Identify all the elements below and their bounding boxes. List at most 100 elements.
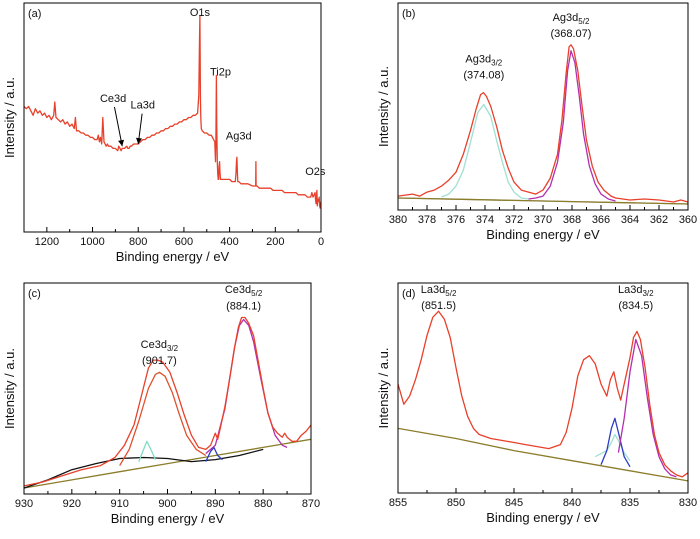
panel-label: (c) [28, 288, 41, 300]
peak-annotation: La3d3/2 [618, 284, 654, 298]
x-axis-label: Binding energy / eV [116, 249, 230, 264]
peak-annotation: (884.1) [226, 300, 261, 312]
panel-label: (d) [402, 288, 415, 300]
annotation-text: La3d [131, 100, 155, 112]
peak-annotation: La3d [131, 100, 155, 112]
chart-panel: 1200 1000 800 600 400 200 0 Binding energy / eV… [2, 2, 326, 264]
annotation-text: (851.5) [421, 300, 456, 312]
series-group [24, 15, 321, 209]
x-tick-label: 1200 [35, 236, 59, 248]
series-line [24, 316, 311, 487]
series-line [398, 197, 688, 205]
x-axis-label: Binding energy / eV [111, 511, 225, 526]
peak-annotation: Ce3d5/2 [225, 284, 263, 298]
series-line [24, 438, 311, 489]
x-tick-label: 800 [129, 236, 147, 248]
x-tick-label: 360 [679, 214, 697, 226]
annotation-text: Ag3d [226, 131, 252, 143]
peak-annotation: (901.7) [142, 355, 177, 367]
plot-frame [23, 282, 312, 495]
annotation-subscript: 5/2 [445, 289, 457, 298]
annotation-text: Ce3d [141, 339, 167, 351]
peak-annotation: Ce3d [100, 93, 126, 105]
x-tick-label: 870 [302, 498, 320, 510]
peak-annotation: O1s [190, 7, 211, 19]
x-tick-label: 920 [63, 498, 81, 510]
annotation-subscript: 3/2 [167, 344, 179, 353]
y-axis-label: Intensity / a.u. [2, 77, 17, 158]
plot-frame [397, 2, 689, 211]
series-line [600, 417, 631, 468]
annotation-arrowhead [118, 139, 125, 147]
annotation-text: (901.7) [142, 355, 177, 367]
x-tick-label: 364 [621, 214, 639, 226]
annotation-text: Ag3d [553, 12, 579, 24]
x-tick-label: 830 [679, 497, 697, 509]
x-tick-label: 380 [389, 214, 407, 226]
y-axis-label: Intensity / a.u. [376, 348, 391, 429]
panel-label: (b) [402, 8, 415, 20]
x-tick-label: 840 [563, 497, 581, 509]
series-line [398, 44, 688, 203]
series-line [138, 440, 157, 462]
x-tick-label: 930 [15, 498, 33, 510]
x-axis-label: Binding energy / eV [486, 227, 600, 242]
x-tick-label: 200 [266, 236, 284, 248]
x-tick-label: 374 [476, 214, 494, 226]
series-line [398, 310, 688, 478]
peak-annotation: (851.5) [421, 300, 456, 312]
plot-frame [23, 2, 322, 233]
series-line [205, 318, 288, 454]
x-tick-label: 910 [110, 498, 128, 510]
series-line [205, 446, 223, 462]
peak-annotation: (374.08) [463, 70, 504, 82]
annotation-text: Ti2p [210, 67, 231, 79]
series-line [528, 50, 616, 202]
annotation-text: (834.5) [618, 300, 653, 312]
peak-annotation: Ag3d5/2 [553, 12, 590, 26]
series-group [398, 44, 688, 205]
annotation-text: Ce3d [225, 284, 251, 296]
x-tick-label: 378 [418, 214, 436, 226]
peak-annotation: O2s [305, 166, 326, 178]
series-line [441, 103, 529, 200]
annotation-text: Ce3d [100, 93, 126, 105]
x-tick-label: 855 [389, 497, 407, 509]
x-axis-label: Binding energy / eV [486, 510, 600, 525]
x-tick-label: 376 [447, 214, 465, 226]
annotation-text: La3d [618, 284, 642, 296]
annotation-arrowhead [136, 137, 142, 145]
series-line [398, 427, 688, 482]
series-line [24, 15, 321, 209]
chart-panel: 380 378 376 374 372 370 368 366 364 362 360 Binding… [376, 2, 697, 242]
annotation-text: (368.07) [550, 28, 591, 40]
annotation-arrow [113, 106, 123, 147]
x-tick-label: 368 [563, 214, 581, 226]
peak-annotation: La3d5/2 [421, 284, 457, 298]
x-tick-label: 890 [206, 498, 224, 510]
series-line [119, 371, 207, 466]
series-group [398, 310, 688, 482]
series-line [617, 338, 677, 478]
peak-annotation: Ti2p [210, 67, 231, 79]
annotation-text: O2s [305, 166, 326, 178]
x-tick-label: 362 [650, 214, 668, 226]
annotation-subscript: 3/2 [642, 289, 654, 298]
x-tick-label: 1000 [80, 236, 104, 248]
annotation-text: O1s [190, 7, 211, 19]
series-group [24, 316, 311, 489]
peak-annotation: Ag3d3/2 [465, 54, 502, 68]
annotation-subscript: 5/2 [578, 17, 590, 26]
x-tick-label: 0 [318, 236, 324, 248]
annotation-text: La3d [421, 284, 445, 296]
x-tick-label: 900 [158, 498, 176, 510]
annotation-subscript: 5/2 [251, 289, 263, 298]
x-tick-label: 372 [505, 214, 523, 226]
x-tick-label: 600 [175, 236, 193, 248]
peak-annotation: Ce3d3/2 [141, 339, 179, 353]
x-tick-label: 850 [447, 497, 465, 509]
x-tick-label: 400 [220, 236, 238, 248]
x-tick-label: 835 [621, 497, 639, 509]
y-axis-label: Intensity / a.u. [376, 66, 391, 147]
